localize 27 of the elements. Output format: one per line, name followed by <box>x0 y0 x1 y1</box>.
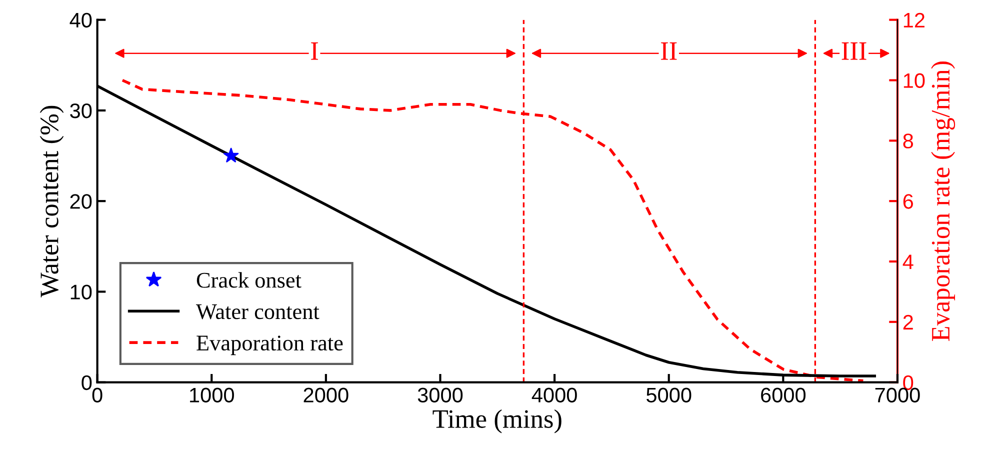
y2-tick-label: 8 <box>903 134 914 148</box>
x-tick-label: 3000 <box>418 388 463 402</box>
legend-label: Water content <box>196 304 320 320</box>
x-tick-label: 2000 <box>304 388 348 402</box>
y2-tick-label: 2 <box>903 314 913 330</box>
y-tick-label: 40 <box>70 12 92 28</box>
x-tick-label: 0 <box>92 388 102 402</box>
legend-label: Crack onset <box>196 272 302 288</box>
annotation: II <box>661 42 677 60</box>
y-tick-label: 30 <box>70 103 92 118</box>
y-tick-label: 20 <box>70 194 92 209</box>
x-tick-label: 1000 <box>190 388 234 402</box>
y2-axis-title: Evaporation rate (mg/min) <box>931 62 956 342</box>
y2-tick-label: 12 <box>904 12 924 28</box>
x-tick-label: 5000 <box>646 388 692 402</box>
y2-tick-label: 4 <box>902 254 914 270</box>
y2-tick-label: 10 <box>904 73 925 88</box>
y-tick-label: 10 <box>70 284 92 300</box>
legend-label: Evaporation rate <box>196 336 343 356</box>
y2-tick-label: 6 <box>903 194 914 209</box>
y-tick-label: 0 <box>82 375 92 390</box>
annotation: I <box>311 42 318 60</box>
y-axis-title: Water content (%) <box>40 106 64 298</box>
annotation: III <box>842 42 866 60</box>
x-tick-label: 6000 <box>761 388 806 402</box>
x-tick-label: 4000 <box>532 388 577 402</box>
x-axis-title: Time (mins) <box>432 409 562 434</box>
